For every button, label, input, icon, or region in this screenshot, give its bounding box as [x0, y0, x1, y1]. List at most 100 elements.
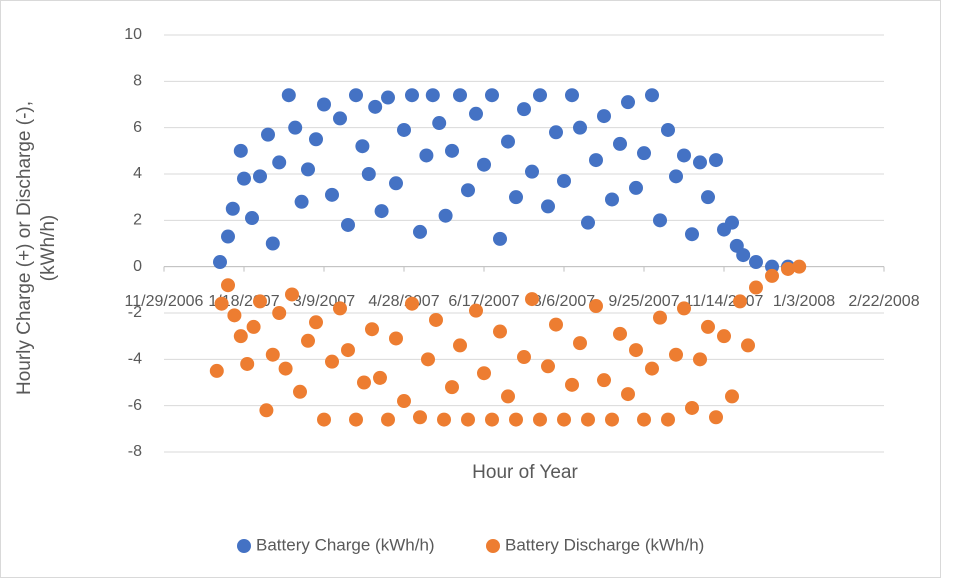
point [597, 373, 611, 388]
y-tick-label: -6 [128, 397, 142, 414]
point [605, 412, 619, 427]
point [453, 338, 467, 353]
point [677, 148, 691, 163]
point [669, 347, 683, 362]
x-axis-title: Hour of Year [472, 462, 578, 483]
point [405, 296, 419, 311]
point [725, 389, 739, 404]
point [253, 169, 267, 184]
point [437, 412, 451, 427]
y-tick-label: 8 [133, 73, 142, 90]
point [368, 99, 383, 114]
point [461, 183, 475, 198]
point [445, 380, 459, 395]
point [685, 400, 699, 415]
point [685, 227, 699, 242]
point [293, 384, 307, 399]
point [661, 412, 675, 427]
point [381, 90, 395, 105]
point [413, 224, 427, 239]
point [749, 280, 763, 295]
x-tick-label: 6/17/2007 [448, 293, 519, 310]
point [265, 347, 280, 362]
point [493, 324, 507, 339]
point [373, 370, 387, 385]
point [669, 169, 683, 184]
x-tick-label: 11/29/2006 [125, 293, 204, 310]
point [533, 88, 547, 103]
legend-label: Battery Charge (kWh/h) [256, 535, 435, 554]
legend-label: Battery Discharge (kWh/h) [505, 535, 704, 554]
point [701, 190, 715, 205]
point [701, 319, 715, 334]
point [693, 352, 707, 367]
point [237, 171, 251, 186]
point [477, 157, 491, 172]
point [573, 120, 587, 135]
point [259, 403, 274, 418]
point [629, 180, 643, 195]
point [645, 88, 659, 103]
point [605, 192, 619, 207]
x-tick-label: 9/25/2007 [608, 293, 679, 310]
point [637, 412, 651, 427]
point [333, 111, 347, 126]
point [725, 215, 739, 230]
x-tick-label: 11/14/2007 [685, 293, 764, 310]
point [432, 116, 447, 131]
x-tick-label: 2/22/2008 [848, 293, 919, 310]
point [419, 148, 434, 163]
y-tick-label: 4 [133, 165, 142, 182]
point [261, 127, 275, 142]
y-axis-title: Hourly Charge (+) or Discharge (-), (kWh… [14, 100, 59, 396]
legend-marker [486, 539, 500, 553]
point [717, 329, 731, 344]
point [341, 217, 355, 232]
legend-marker [237, 539, 251, 553]
point [693, 155, 707, 170]
y-tick-label: 10 [124, 26, 142, 43]
point [589, 299, 603, 314]
point [613, 136, 627, 151]
point [597, 109, 611, 124]
point [233, 143, 248, 158]
point [294, 194, 309, 209]
point [525, 164, 539, 179]
point [557, 412, 571, 427]
point [301, 162, 315, 177]
point [501, 134, 515, 149]
x-tick-label: 1/3/2008 [773, 293, 835, 310]
point [733, 294, 747, 309]
point [381, 412, 395, 427]
point [541, 359, 555, 374]
point [501, 389, 515, 404]
point [533, 412, 547, 427]
point [629, 343, 643, 358]
point [272, 155, 287, 170]
point [677, 301, 691, 316]
point [425, 88, 440, 103]
point [541, 199, 555, 214]
point [565, 88, 579, 103]
point [209, 363, 224, 378]
point [637, 146, 651, 161]
point [645, 361, 659, 376]
point [493, 231, 507, 246]
point [374, 204, 389, 219]
y-tick-label: 6 [133, 119, 142, 136]
point [581, 215, 595, 230]
point [361, 167, 376, 181]
point [278, 361, 293, 376]
point [509, 412, 523, 427]
point [792, 259, 807, 274]
point [589, 153, 603, 168]
y-tick-label: -8 [128, 443, 142, 460]
point [357, 375, 371, 390]
point [389, 176, 403, 191]
point [317, 97, 331, 112]
point [365, 322, 379, 337]
point [429, 312, 443, 327]
point [349, 412, 363, 427]
